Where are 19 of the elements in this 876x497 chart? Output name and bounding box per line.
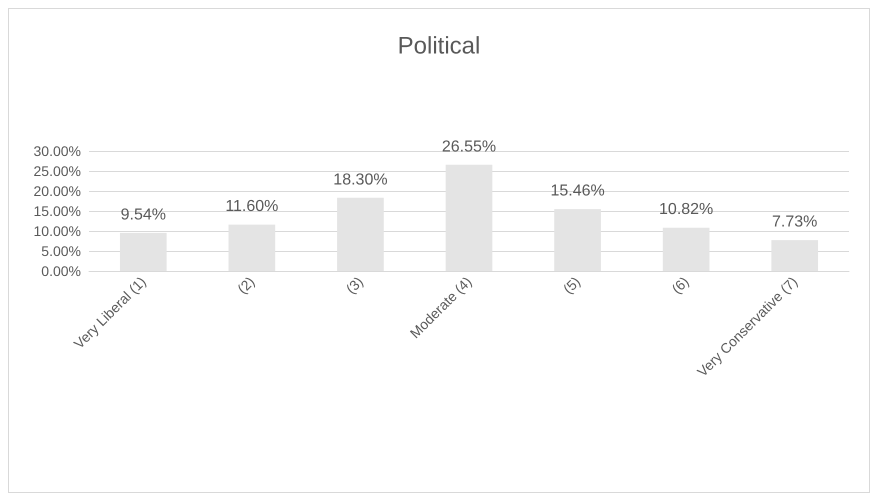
x-tick-label: (2) [234, 273, 258, 297]
y-tick-label: 5.00% [41, 243, 81, 259]
data-label: 15.46% [550, 182, 605, 200]
x-tick-label: (5) [560, 273, 584, 297]
data-label: 18.30% [333, 171, 388, 188]
data-label: 9.54% [120, 206, 166, 224]
x-tick-label: (3) [342, 273, 366, 297]
y-tick-label: 10.00% [34, 223, 81, 239]
data-label: 10.82% [659, 201, 714, 218]
y-tick-label: 20.00% [34, 183, 81, 199]
x-tick-label: (6) [668, 273, 692, 297]
y-tick-label: 25.00% [34, 163, 81, 179]
y-tick-label: 30.00% [34, 143, 81, 159]
data-label: 11.60% [225, 198, 278, 216]
y-tick-label: 0.00% [41, 263, 81, 279]
chart-title: Political [398, 32, 480, 60]
data-label: 7.73% [772, 214, 818, 231]
y-tick-label: 15.00% [34, 203, 81, 219]
data-label: 26.55% [442, 138, 496, 156]
